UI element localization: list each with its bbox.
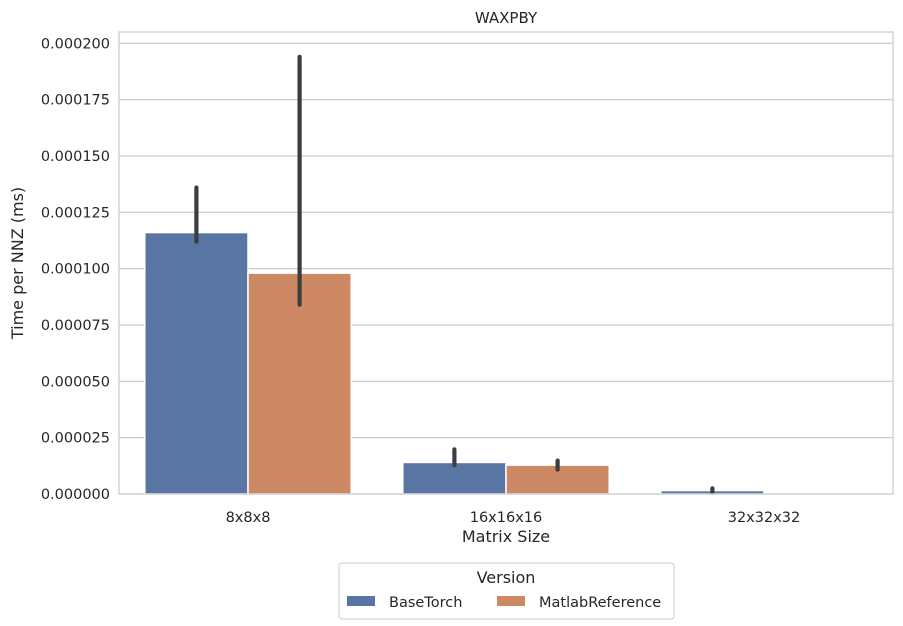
y-tick-label: 0.000150 xyxy=(41,149,110,165)
legend-label-matlabreference: MatlabReference xyxy=(539,595,661,611)
y-tick-label: 0.000050 xyxy=(41,374,110,390)
plot-frame xyxy=(118,31,894,495)
x-axis-title: Matrix Size xyxy=(462,527,550,546)
y-tick-label: 0.000100 xyxy=(41,262,110,278)
x-tick-label: 16x16x16 xyxy=(470,510,543,526)
bars xyxy=(144,231,765,495)
y-tick-label: 0.000125 xyxy=(41,205,110,221)
y-tick-labels: 0.000000 0.000025 0.000050 0.000075 0.000100… xyxy=(41,36,110,503)
chart-title: WAXPBY xyxy=(475,9,538,27)
legend-label-basetorch: BaseTorch xyxy=(389,595,462,611)
x-tick-labels: 8x8x8 16x16x16 32x32x32 xyxy=(226,510,801,526)
legend-box xyxy=(338,562,675,620)
y-tick-label: 0.000200 xyxy=(41,36,110,52)
y-tick-label: 0.000175 xyxy=(41,93,110,109)
legend: Version BaseTorch MatlabReference xyxy=(338,562,675,620)
y-tick-label: 0.000075 xyxy=(41,318,110,334)
x-tick-label: 8x8x8 xyxy=(226,510,271,526)
y-tick-label: 0.000025 xyxy=(41,431,110,447)
bar xyxy=(144,231,249,495)
legend-swatch-basetorch xyxy=(347,596,375,606)
y-axis-title: Time per NNZ (ms) xyxy=(8,187,27,340)
legend-swatch-matlabreference xyxy=(497,596,525,606)
legend-title: Version xyxy=(477,568,536,587)
x-tick-label: 32x32x32 xyxy=(728,510,801,526)
error-bars xyxy=(194,54,715,495)
y-tick-label: 0.000000 xyxy=(41,487,110,503)
